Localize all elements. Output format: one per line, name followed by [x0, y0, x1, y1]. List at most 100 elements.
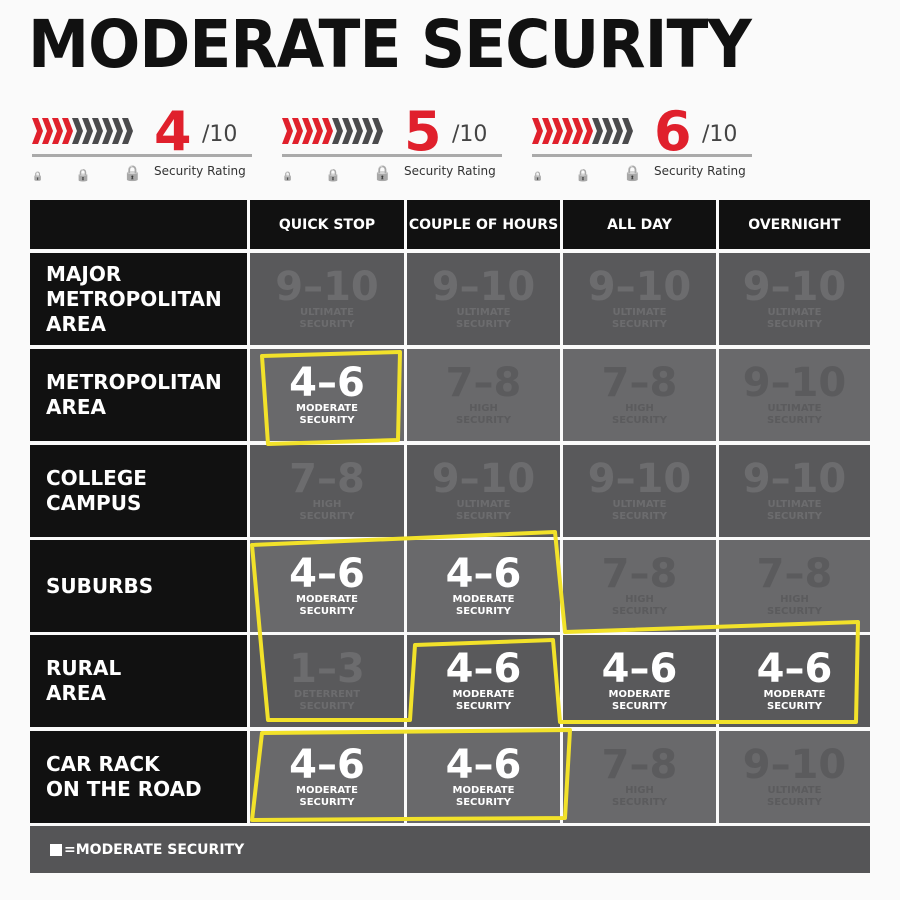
cell-rating: 9–10	[587, 264, 692, 310]
lock-icon: 🔒	[123, 164, 142, 182]
row-label: METROPOLITAN AREA	[30, 349, 247, 441]
rating-block: 🔒 🔒 🔒 5/10 Security Rating	[282, 100, 512, 187]
chevron-icon	[342, 118, 353, 144]
chevron-icon	[292, 118, 303, 144]
lock-scale: 🔒 🔒 🔒	[32, 164, 142, 182]
cell-level: MODERATE SECURITY	[452, 689, 515, 712]
cell-level: MODERATE SECURITY	[452, 594, 515, 617]
cell-rating: 4–6	[289, 742, 365, 788]
page-title: MODERATE SECURITY	[28, 6, 752, 83]
cell-level: ULTIMATE SECURITY	[612, 307, 667, 330]
grid-cell: 4–6 MODERATE SECURITY	[719, 635, 870, 727]
grid-cell: 9–10 ULTIMATE SECURITY	[719, 349, 870, 441]
chevron-icon	[112, 118, 123, 144]
cell-rating: 9–10	[742, 742, 847, 788]
cell-level: MODERATE SECURITY	[452, 785, 515, 808]
legend: =MODERATE SECURITY	[30, 826, 870, 873]
chevron-icon	[562, 118, 573, 144]
lock-icon: 🔒	[75, 168, 91, 182]
chevron-icon	[42, 118, 53, 144]
cell-rating: 7–8	[601, 360, 678, 406]
rating-value: 5	[404, 100, 442, 163]
chevron-bar	[282, 118, 383, 144]
grid-cell: 7–8 HIGH SECURITY	[719, 540, 870, 632]
cell-level: ULTIMATE SECURITY	[612, 499, 667, 522]
chevron-icon	[62, 118, 73, 144]
lock-icon: 🔒	[373, 164, 392, 182]
cell-level: MODERATE SECURITY	[296, 594, 358, 617]
chevron-icon	[582, 118, 593, 144]
chevron-icon	[352, 118, 363, 144]
grid-cell: 4–6 MODERATE SECURITY	[407, 731, 560, 823]
cell-level: HIGH SECURITY	[612, 785, 667, 808]
chevron-icon	[552, 118, 563, 144]
chevron-icon	[592, 118, 603, 144]
row-label: RURAL AREA	[30, 635, 247, 727]
chevron-icon	[532, 118, 543, 144]
grid-cell: 9–10 ULTIMATE SECURITY	[563, 445, 716, 537]
grid-cell: 1–3 DETERRENT SECURITY	[250, 635, 404, 727]
cell-rating: 7–8	[601, 551, 678, 597]
chevron-icon	[72, 118, 83, 144]
cell-rating: 9–10	[587, 456, 692, 502]
column-header: QUICK STOP	[250, 200, 404, 249]
rating-scale: /10	[202, 122, 238, 147]
chevron-icon	[282, 118, 293, 144]
lock-icon: 🔒	[623, 164, 642, 182]
legend-square-icon	[50, 843, 62, 856]
chevron-icon	[572, 118, 583, 144]
cell-level: HIGH SECURITY	[612, 594, 667, 617]
lock-icon: 🔒	[282, 172, 294, 182]
grid-cell: 4–6 MODERATE SECURITY	[407, 540, 560, 632]
grid-cell: 9–10 ULTIMATE SECURITY	[719, 445, 870, 537]
cell-rating: 7–8	[289, 456, 365, 502]
chevron-icon	[122, 118, 133, 144]
divider	[532, 154, 752, 157]
cell-rating: 4–6	[289, 551, 365, 597]
cell-level: MODERATE SECURITY	[296, 785, 358, 808]
lock-icon: 🔒	[32, 172, 44, 182]
chevron-icon	[622, 118, 633, 144]
cell-rating: 7–8	[601, 742, 678, 788]
column-header: ALL DAY	[563, 200, 716, 249]
cell-rating: 9–10	[742, 360, 847, 406]
chevron-icon	[32, 118, 43, 144]
cell-rating: 1–3	[289, 646, 365, 692]
cell-level: HIGH SECURITY	[612, 403, 667, 426]
cell-level: MODERATE SECURITY	[763, 689, 826, 712]
cell-level: DETERRENT SECURITY	[293, 689, 361, 712]
chevron-icon	[92, 118, 103, 144]
cell-level: HIGH SECURITY	[299, 499, 355, 522]
cell-rating: 4–6	[601, 646, 678, 692]
cell-rating: 9–10	[742, 456, 847, 502]
cell-rating: 9–10	[275, 264, 379, 310]
cell-level: ULTIMATE SECURITY	[456, 307, 511, 330]
chevron-bar	[532, 118, 633, 144]
divider	[282, 154, 502, 157]
cell-level: ULTIMATE SECURITY	[767, 403, 822, 426]
row-label: MAJOR METROPOLITAN AREA	[30, 253, 247, 345]
column-header: OVERNIGHT	[719, 200, 870, 249]
cell-level: HIGH SECURITY	[456, 403, 511, 426]
grid-cell: 4–6 MODERATE SECURITY	[250, 731, 404, 823]
grid-cell: 9–10 ULTIMATE SECURITY	[563, 253, 716, 345]
lock-scale: 🔒 🔒 🔒	[282, 164, 392, 182]
cell-level: ULTIMATE SECURITY	[299, 307, 355, 330]
grid-cell: 9–10 ULTIMATE SECURITY	[719, 731, 870, 823]
grid-cell: 9–10 ULTIMATE SECURITY	[719, 253, 870, 345]
grid-cell: 4–6 MODERATE SECURITY	[563, 635, 716, 727]
chevron-bar	[32, 118, 133, 144]
header-corner	[30, 200, 247, 249]
cell-rating: 4–6	[445, 551, 522, 597]
rating-block: 🔒 🔒 🔒 6/10 Security Rating	[532, 100, 762, 187]
rating-label: Security Rating	[654, 164, 746, 178]
chevron-icon	[602, 118, 613, 144]
cell-level: ULTIMATE SECURITY	[767, 307, 822, 330]
grid-cell: 4–6 MODERATE SECURITY	[407, 635, 560, 727]
cell-rating: 4–6	[289, 360, 365, 406]
chevron-icon	[102, 118, 113, 144]
cell-level: MODERATE SECURITY	[608, 689, 671, 712]
cell-level: ULTIMATE SECURITY	[456, 499, 511, 522]
rating-block: 🔒 🔒 🔒 4/10 Security Rating	[32, 100, 262, 187]
